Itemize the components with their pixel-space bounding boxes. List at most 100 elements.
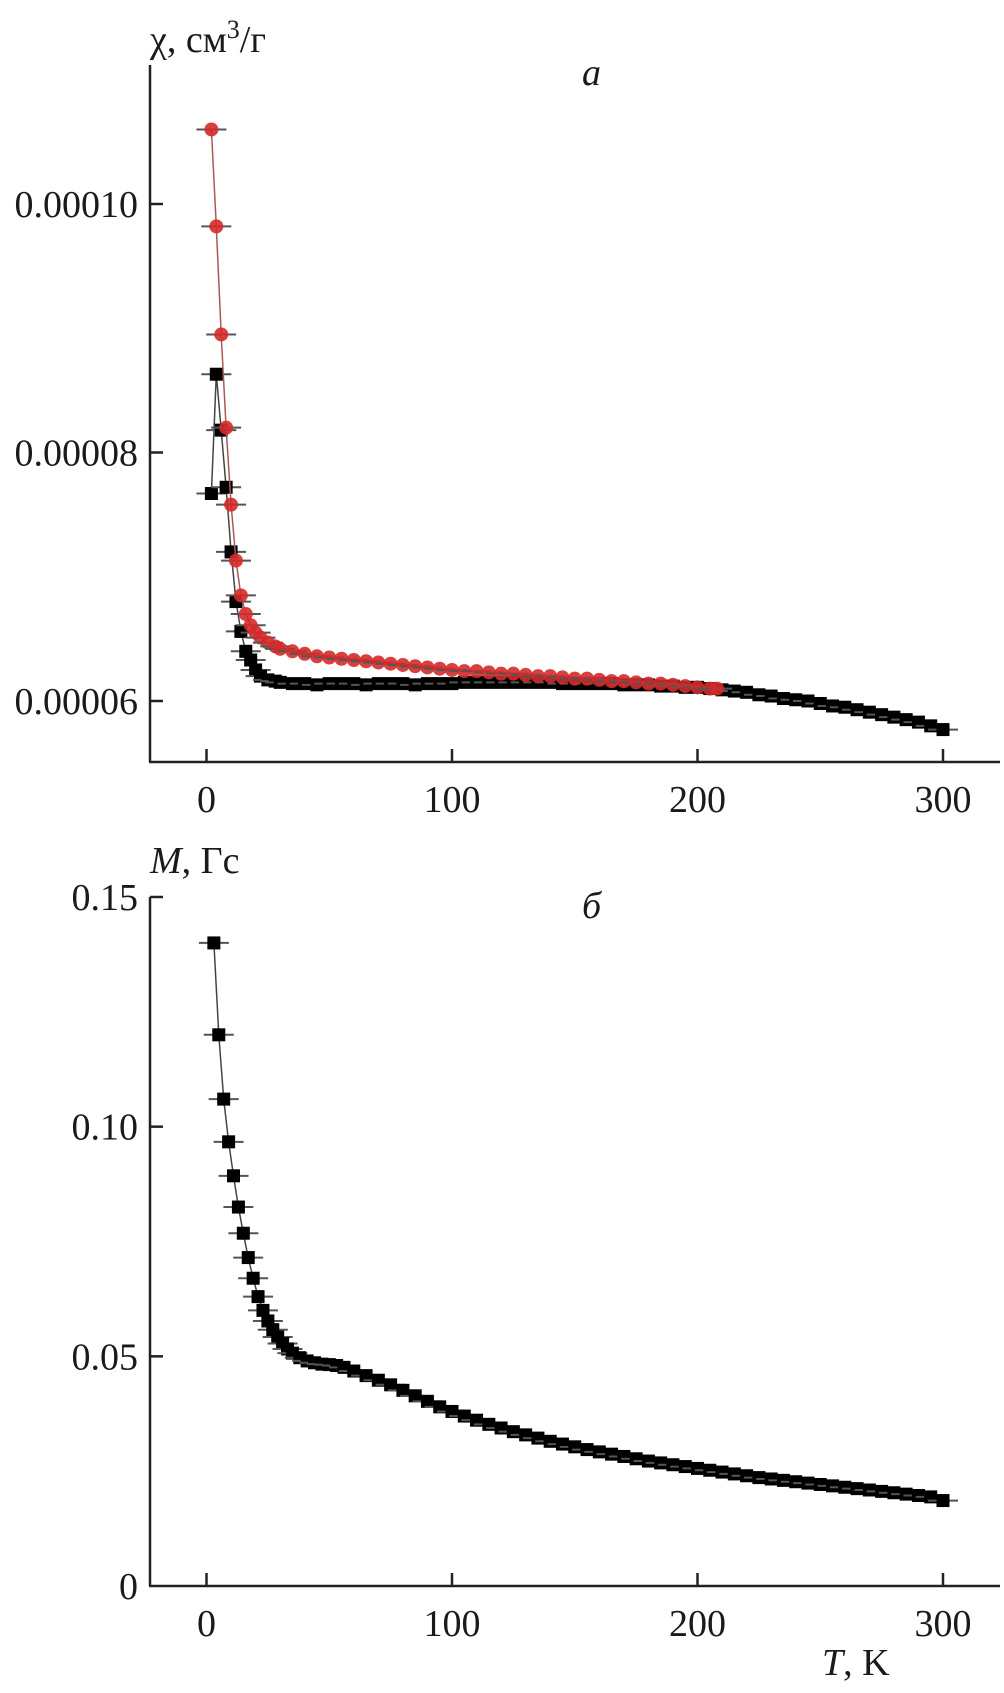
data-point-square xyxy=(592,1445,606,1459)
x-tick-label: 0 xyxy=(197,779,216,821)
data-point-square xyxy=(433,1400,447,1414)
data-point-circle xyxy=(481,665,496,680)
data-point-square xyxy=(691,1461,704,1475)
data-point-square xyxy=(641,1454,655,1468)
data-point-circle xyxy=(359,654,374,669)
data-point-square xyxy=(813,696,827,710)
data-point-square xyxy=(666,1458,680,1472)
data-point-square xyxy=(347,1364,361,1378)
data-point-square xyxy=(887,710,901,724)
panel-a-chi-vs-t: χ, см3/г a 0.00006 0.00008 0.00010 0 100 200 3… xyxy=(15,15,1000,821)
data-point-square xyxy=(850,1482,864,1496)
x-tick-label: 300 xyxy=(915,1603,972,1645)
data-point-square xyxy=(420,1394,434,1408)
data-point-square xyxy=(580,1443,594,1457)
data-point-circle xyxy=(395,657,410,672)
data-point-circle xyxy=(233,588,248,603)
data-point-circle xyxy=(209,219,224,234)
data-point-square xyxy=(209,367,223,381)
data-point-square xyxy=(217,1092,231,1106)
data-point-circle xyxy=(228,553,243,568)
x-tick-label: 200 xyxy=(669,1603,726,1645)
panel-b-m-vs-t: M, Гс б T, K 0 0.05 0.10 0.15 0 100 200 300 xyxy=(72,840,1000,1684)
data-point-square xyxy=(241,1251,255,1265)
data-point-square xyxy=(396,1383,410,1397)
data-point-circle xyxy=(408,659,423,674)
data-point-square xyxy=(396,677,410,691)
data-point-square xyxy=(236,1226,250,1240)
data-point-square xyxy=(568,1440,582,1454)
data-point-square xyxy=(727,684,741,698)
data-point-square xyxy=(776,692,790,706)
y-tick-label: 0.00010 xyxy=(15,184,139,226)
data-point-square xyxy=(359,1369,373,1383)
data-point-square xyxy=(231,1200,245,1214)
y-tick-label: 0.00008 xyxy=(15,433,139,475)
y-tick-label: 0.05 xyxy=(72,1336,139,1378)
data-point-square xyxy=(703,1463,717,1477)
y-tick-label: 0.10 xyxy=(72,1107,139,1149)
data-point-square xyxy=(875,1484,889,1498)
data-point-square xyxy=(764,689,778,703)
series-circle-1 xyxy=(196,122,733,696)
data-point-square xyxy=(234,624,248,638)
data-point-square xyxy=(384,1378,398,1392)
data-point-square xyxy=(227,1169,241,1183)
data-point-square xyxy=(678,1460,692,1474)
data-point-square xyxy=(310,678,324,692)
data-point-square xyxy=(654,1456,668,1470)
data-point-square xyxy=(273,675,287,689)
data-point-square xyxy=(764,1472,778,1486)
data-point-square xyxy=(256,1303,270,1317)
panel-label-a: a xyxy=(582,52,601,94)
data-point-square xyxy=(752,688,766,702)
data-point-square xyxy=(899,713,913,727)
data-point-square xyxy=(347,677,361,691)
data-point-circle xyxy=(653,676,668,691)
data-point-circle xyxy=(204,122,219,137)
panel-label-b: б xyxy=(582,885,603,927)
data-point-square xyxy=(875,708,889,722)
x-tick-label: 300 xyxy=(915,779,972,821)
data-point-circle xyxy=(346,652,361,667)
data-point-square xyxy=(204,487,218,501)
data-point-square xyxy=(555,1437,569,1451)
data-point-circle xyxy=(420,660,435,675)
data-point-square xyxy=(899,1487,913,1501)
data-point-circle xyxy=(383,656,398,671)
data-point-square xyxy=(506,1425,520,1439)
data-point-square xyxy=(936,723,950,737)
data-point-square xyxy=(826,1479,840,1493)
data-point-square xyxy=(740,685,754,699)
data-point-square xyxy=(838,700,852,714)
data-point-square xyxy=(222,1135,236,1149)
data-point-square xyxy=(838,1480,852,1494)
x-tick-label: 100 xyxy=(424,779,481,821)
data-point-circle xyxy=(678,679,693,694)
y-tick-label: 0 xyxy=(119,1566,138,1608)
data-point-square xyxy=(850,703,864,717)
x-tick-label: 200 xyxy=(669,779,726,821)
y-tick-label: 0.15 xyxy=(72,877,139,919)
data-point-square xyxy=(246,1271,260,1285)
data-point-square xyxy=(862,1483,876,1497)
data-point-square xyxy=(862,705,876,719)
data-point-circle xyxy=(322,650,337,665)
data-point-square xyxy=(445,677,459,691)
data-point-square xyxy=(911,1489,925,1503)
y-axis-label-m: M, Гс xyxy=(149,840,240,882)
data-point-square xyxy=(408,678,422,692)
data-point-square xyxy=(207,936,221,950)
data-point-square xyxy=(617,1449,631,1463)
data-point-circle xyxy=(214,327,229,342)
data-point-circle xyxy=(371,655,386,670)
x-tick-label: 100 xyxy=(424,1603,481,1645)
data-point-square xyxy=(371,1373,385,1387)
data-point-square xyxy=(298,677,312,691)
data-point-circle xyxy=(506,666,521,681)
data-point-circle xyxy=(469,664,484,679)
data-point-square xyxy=(789,693,803,707)
data-point-square xyxy=(519,1428,533,1442)
data-point-square xyxy=(445,1404,459,1418)
data-point-circle xyxy=(238,607,253,622)
